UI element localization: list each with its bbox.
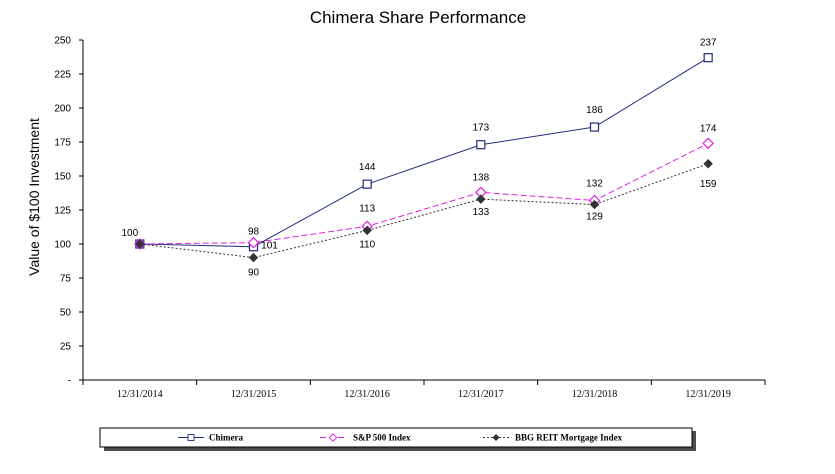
y-tick-label: 25 [60, 342, 72, 353]
data-label: 100 [121, 228, 138, 239]
legend-label: BBG REIT Mortgage Index [515, 433, 623, 443]
data-point [476, 140, 486, 150]
y-tick-label: 125 [54, 206, 71, 217]
data-label: 132 [586, 178, 603, 189]
x-tick-label: 12/31/2019 [685, 389, 731, 400]
data-label: 173 [472, 123, 489, 134]
x-tick-label: 12/31/2015 [231, 389, 277, 400]
series-s-p-500-index [133, 137, 715, 250]
y-tick-label: 250 [54, 36, 71, 47]
legend-label: S&P 500 Index [353, 433, 411, 443]
data-label: 90 [248, 268, 260, 279]
series-line [139, 142, 709, 245]
data-point [702, 137, 715, 150]
legend-marker [328, 433, 338, 442]
data-label: 237 [700, 38, 717, 49]
x-tick-label: 12/31/2014 [117, 389, 163, 400]
data-point [247, 236, 260, 249]
data-label: 129 [586, 212, 603, 223]
y-tick-label: 50 [60, 308, 72, 319]
ticks: - 25 50 75 100 125 150 175 200 225 250 12/31/2014 12… [54, 36, 766, 400]
series-layer [133, 53, 715, 263]
series-line [139, 163, 709, 259]
data-label: 98 [248, 227, 260, 238]
data-point [703, 159, 713, 169]
data-label: 133 [472, 207, 489, 218]
legend: Chimera S&P 500 Index BBG REIT Mortgage In… [99, 427, 696, 451]
data-label: 174 [700, 123, 717, 134]
y-tick-label: - [68, 376, 71, 387]
data-label: 186 [586, 105, 603, 116]
x-tick-label: 12/31/2018 [572, 389, 618, 400]
data-point [135, 239, 145, 249]
data-point [362, 225, 372, 236]
data-point [248, 252, 259, 263]
y-tick-label: 200 [54, 104, 71, 115]
y-tick-label: 100 [54, 240, 71, 251]
data-point [703, 53, 713, 63]
data-point [589, 199, 600, 210]
legend-marker [492, 433, 500, 442]
data-point [362, 179, 372, 189]
data-point [476, 194, 486, 204]
legend-marker [187, 434, 195, 441]
series-chimera [135, 53, 713, 252]
y-tick-label: 75 [60, 274, 72, 285]
legend-box [99, 427, 693, 448]
data-label: 101 [261, 241, 278, 252]
data-point [589, 122, 600, 132]
series-bbg-reit-mortgage-index [135, 159, 713, 263]
chart-title: Chimera Share Performance [310, 8, 526, 27]
data-label: 138 [472, 172, 489, 183]
y-tick-label: 150 [54, 172, 71, 183]
series-line [139, 57, 709, 248]
y-tick-label: 225 [54, 70, 71, 81]
axes [82, 40, 765, 381]
data-label: 159 [700, 179, 717, 190]
y-tick-label: 175 [54, 138, 71, 149]
data-labels: 100 98 144 173 186 237 101 113 138 132 174 90 110 133… [121, 38, 716, 279]
y-axis-label: Value of $100 Investment [26, 118, 42, 276]
legend-label: Chimera [209, 433, 243, 443]
data-label: 113 [359, 203, 375, 214]
data-label: 144 [359, 162, 376, 173]
x-tick-label: 12/31/2017 [458, 389, 504, 400]
x-tick-label: 12/31/2016 [344, 389, 390, 400]
data-label: 110 [359, 239, 375, 250]
